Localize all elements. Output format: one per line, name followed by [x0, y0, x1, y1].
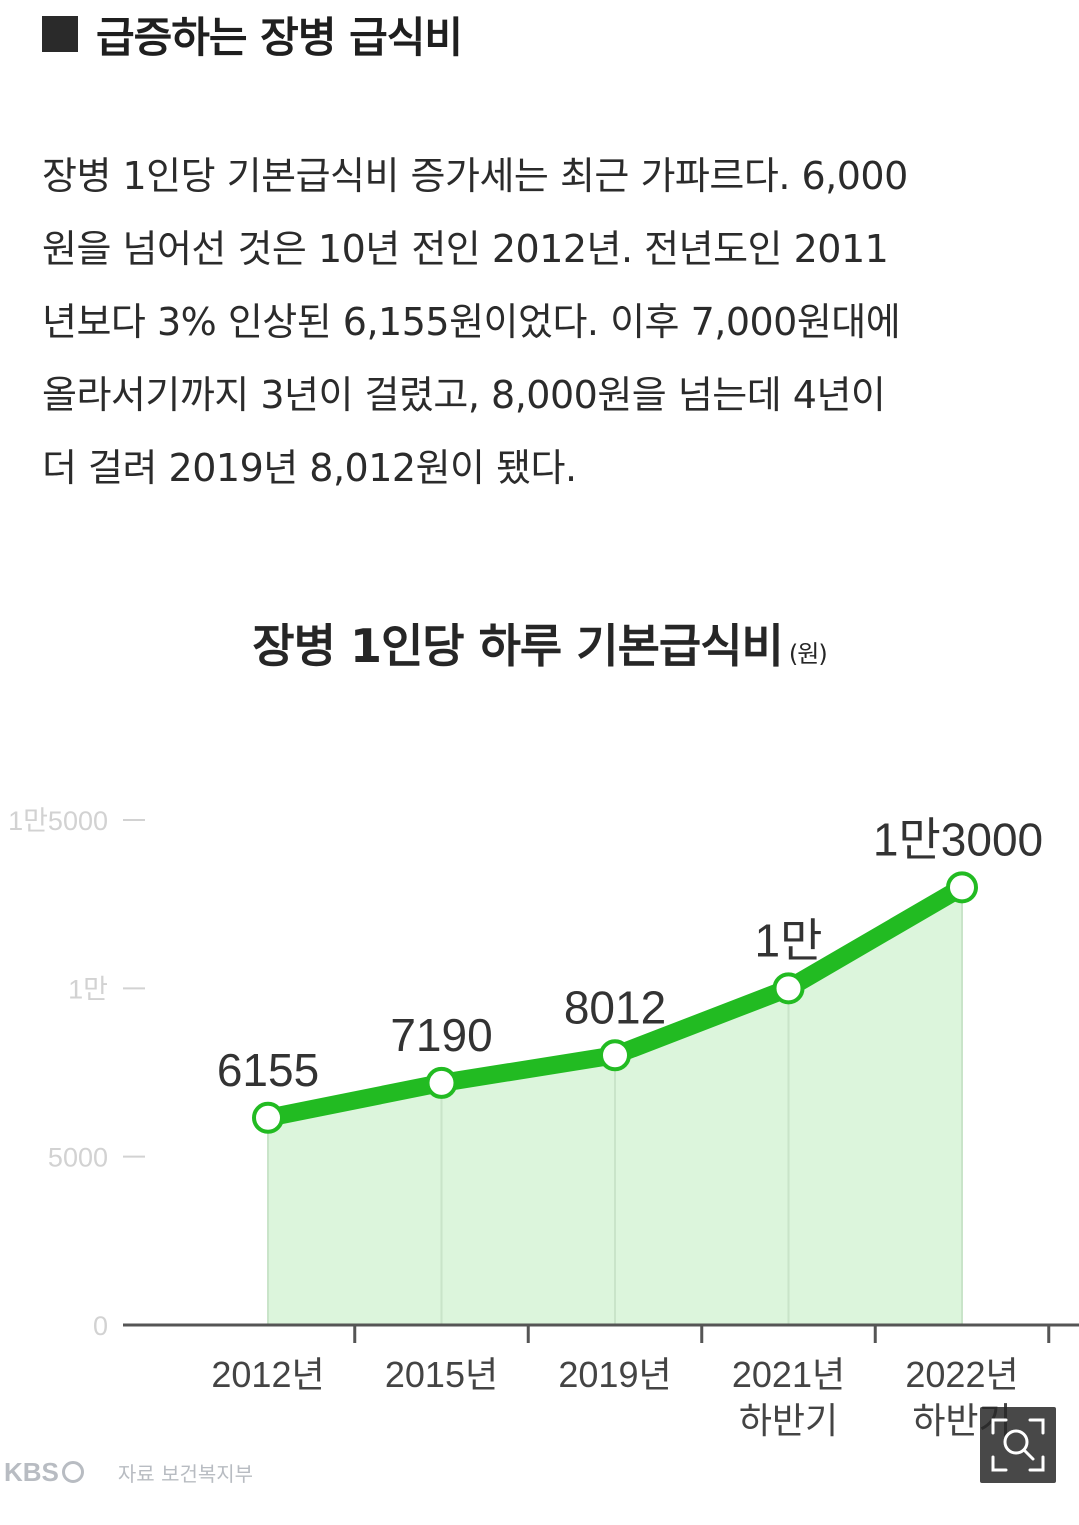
article-body: 장병 1인당 기본급식비 증가세는 최근 가파르다. 6,000 원을 넘어선 … — [42, 140, 1042, 505]
y-tick-label: 5000 — [48, 1143, 108, 1173]
kbs-logo-disc-icon — [61, 1461, 84, 1483]
y-tick-label: 1만 — [68, 974, 108, 1004]
zoom-button[interactable] — [980, 1407, 1056, 1483]
data-point-marker — [772, 972, 805, 1005]
data-point-marker — [599, 1039, 631, 1072]
source-footer: KBS 자료 보건복지부 — [0, 1452, 253, 1492]
zoom-expand-icon — [991, 1418, 1045, 1472]
chart-container: 0 5000 1만 1만5000 2012년 2015년 2019년 2021년 하반기 2022… — [0, 580, 1079, 1525]
data-value-label: 8012 — [564, 981, 666, 1033]
chart-title: 장병 1인당 하루 기본급식비 (원) — [0, 610, 1079, 676]
x-tick-label: 2019년 — [558, 1354, 671, 1395]
article-line: 장병 1인당 기본급식비 증가세는 최근 가파르다. 6,000 — [42, 154, 908, 198]
y-tick-label: 0 — [93, 1311, 108, 1341]
kbs-logo: KBS — [4, 1457, 84, 1488]
x-tick-label: 2015년 — [385, 1354, 498, 1395]
data-value-label: 6155 — [217, 1044, 319, 1096]
square-bullet-icon — [42, 16, 78, 52]
kbs-logo-text: KBS — [4, 1456, 59, 1487]
chart-unit: (원) — [788, 640, 828, 668]
data-value-label: 7190 — [390, 1009, 492, 1061]
article-line: 년보다 3% 인상된 6,155원이었다. 이후 7,000원대에 — [42, 300, 901, 344]
article-line: 더 걸려 2019년 8,012원이 됐다. — [42, 446, 577, 490]
source-text: 자료 보건복지부 — [117, 1461, 254, 1486]
section-title-text: 급증하는 장병 급식비 — [96, 12, 463, 62]
chart-title-text: 장병 1인당 하루 기본급식비 — [252, 619, 784, 673]
data-value-label: 1만3000 — [873, 813, 1043, 865]
x-tick-label: 2012년 — [211, 1354, 324, 1395]
data-value-label: 1만 — [755, 914, 823, 966]
data-point-marker — [946, 871, 978, 904]
data-point-marker — [425, 1066, 458, 1099]
x-tick-label: 2021년 하반기 — [732, 1354, 845, 1441]
data-point-marker — [252, 1101, 284, 1134]
article-line: 올라서기까지 3년이 걸렸고, 8,000원을 넘는데 4년이 — [42, 373, 886, 417]
article-line: 원을 넘어선 것은 10년 전인 2012년. 전년도인 2011 — [42, 227, 889, 271]
section-title: 급증하는 장병 급식비 — [42, 4, 463, 64]
y-tick-label: 1만5000 — [8, 806, 108, 836]
